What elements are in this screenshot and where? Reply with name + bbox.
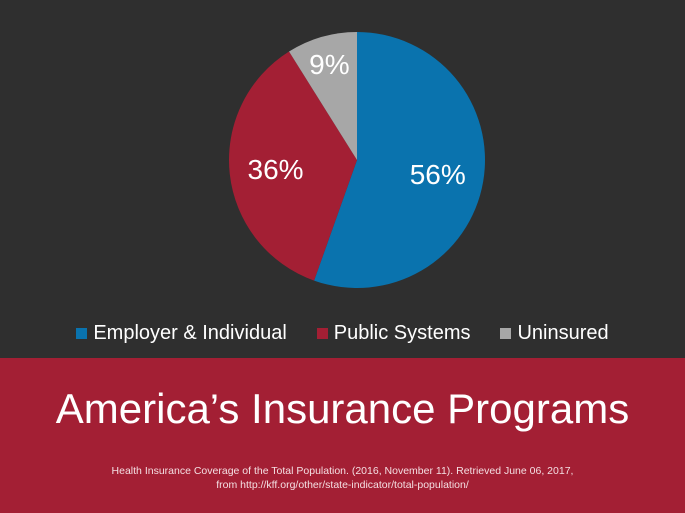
page-title: America’s Insurance Programs — [55, 385, 630, 432]
slice-label-public-systems: 36% — [248, 154, 304, 185]
pie-chart: 56% 36% 9% — [229, 32, 486, 288]
citation-line-2: from http://kff.org/other/state-indicato… — [216, 479, 469, 491]
citation-line-1: Health Insurance Coverage of the Total P… — [111, 465, 574, 477]
pie-slice-employer-individual — [314, 32, 486, 288]
slice-label-employer-individual: 56% — [410, 159, 466, 190]
legend-label: Public Systems — [333, 321, 471, 344]
source-citation: Health Insurance Coverage of the Total P… — [0, 464, 685, 492]
legend-item-public-systems: Public Systems — [316, 321, 471, 345]
pie-slice-uninsured — [289, 32, 357, 160]
legend: Employer & Individual Public Systems Uni… — [0, 318, 685, 348]
chart-area: 56% 36% 9% Employer & Individual Public Sy… — [0, 32, 685, 348]
legend-label: Uninsured — [517, 321, 609, 344]
legend-swatch — [76, 327, 88, 339]
legend-item-employer-individual: Employer & Individual — [76, 321, 287, 345]
slice-label-uninsured: 9% — [309, 49, 349, 80]
legend-item-uninsured: Uninsured — [500, 321, 609, 345]
legend-swatch — [500, 327, 512, 339]
pie-slice-public-systems — [229, 51, 357, 281]
title-banner: America’s Insurance Programs Health Insu… — [0, 358, 685, 513]
legend-label: Employer & Individual — [93, 321, 287, 344]
legend-swatch — [316, 327, 328, 339]
